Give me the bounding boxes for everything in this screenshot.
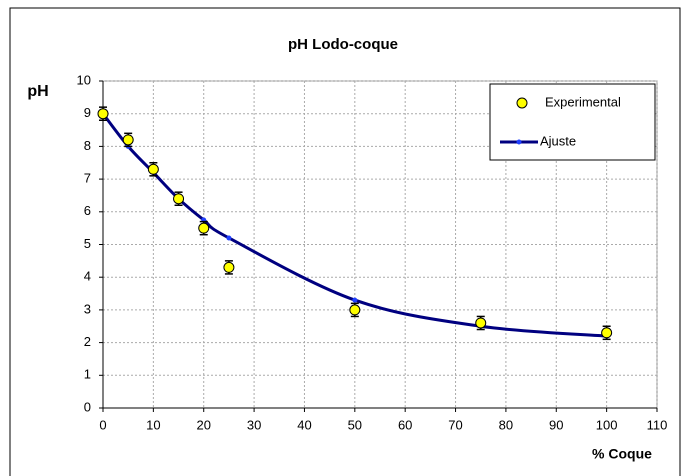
x-tick-label: 0	[99, 417, 106, 432]
legend-marker	[516, 97, 528, 109]
fit-point	[226, 235, 232, 241]
x-tick-label: 10	[146, 417, 160, 432]
data-point	[97, 108, 109, 120]
y-tick-label: 6	[84, 203, 91, 218]
x-tick-label: 20	[196, 417, 210, 432]
legend-label: Ajuste	[540, 133, 576, 148]
data-point	[173, 193, 185, 205]
chart-title: pH Lodo-coque	[288, 36, 398, 53]
x-tick-label: 30	[247, 417, 261, 432]
y-tick-label: 10	[77, 72, 91, 87]
y-tick-label: 2	[84, 334, 91, 349]
y-tick-label: 5	[84, 236, 91, 251]
y-tick-label: 8	[84, 138, 91, 153]
y-tick-label: 3	[84, 301, 91, 316]
x-tick-label: 70	[448, 417, 462, 432]
data-point	[223, 261, 235, 273]
y-tick-label: 9	[84, 105, 91, 120]
y-tick-label: 4	[84, 269, 91, 284]
x-tick-label: 80	[499, 417, 513, 432]
data-point	[147, 163, 159, 175]
legend-marker	[516, 139, 522, 145]
legend-box	[489, 83, 656, 161]
data-point	[122, 134, 134, 146]
y-tick-label: 1	[84, 367, 91, 382]
fit-point	[352, 297, 358, 303]
data-point	[475, 317, 487, 329]
x-tick-label: 110	[647, 417, 668, 432]
x-axis-label: % Coque	[592, 446, 652, 462]
data-point	[601, 327, 613, 339]
y-axis-label: pH	[27, 83, 48, 100]
x-tick-label: 50	[348, 417, 362, 432]
data-point	[349, 304, 361, 316]
legend-label: Experimental	[545, 94, 621, 109]
x-tick-label: 100	[596, 417, 618, 432]
data-point	[198, 222, 210, 234]
y-tick-label: 0	[84, 399, 91, 414]
y-tick-label: 7	[84, 171, 91, 186]
x-tick-label: 90	[549, 417, 563, 432]
x-tick-label: 40	[297, 417, 311, 432]
x-tick-label: 60	[398, 417, 412, 432]
